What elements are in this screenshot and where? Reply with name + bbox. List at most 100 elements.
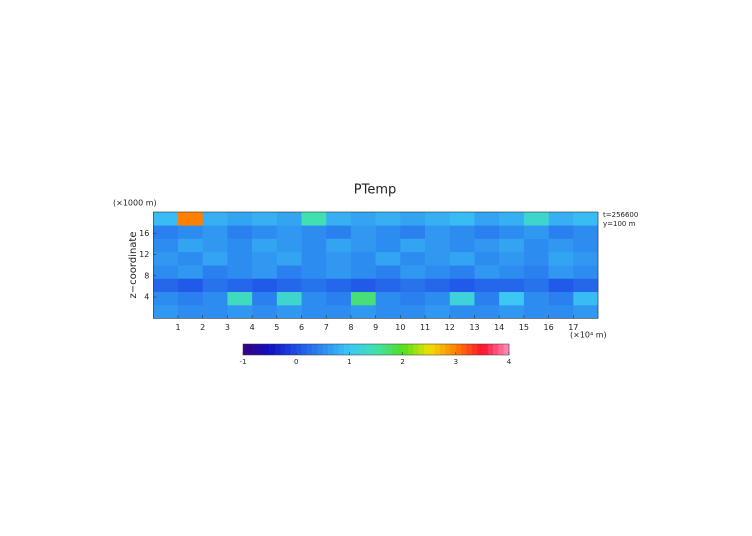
x-tick-label: 10 [395,323,405,332]
heat-cell [153,212,179,226]
colorbar-step [274,344,281,355]
colorbar-tick-label: 4 [507,358,512,366]
heat-cell [474,251,500,266]
heat-cell [178,212,204,226]
x-tick-label: 2 [200,323,205,332]
colorbar-step [306,344,313,355]
colorbar-step [328,344,334,355]
colorbar-tick-label: 0 [294,358,298,366]
heat-cell [227,251,253,266]
heat-cell [548,265,574,279]
heat-cell [400,212,426,226]
y-tick-label: 8 [144,271,149,280]
colorbar-step [269,344,276,355]
heat-cell [573,265,599,279]
colorbar-step [280,344,286,355]
heat-cell [573,238,599,253]
heat-cell [276,251,302,266]
colorbar-frame [242,343,510,356]
heat-cell [449,238,475,253]
colorbar-step [434,344,441,355]
colorbar-step [386,344,393,355]
colorbar-tick-label: 1 [347,358,351,366]
heat-cell [548,278,574,293]
heat-cell [227,212,253,226]
colorbar-step [413,344,419,355]
heat-cell [425,278,451,293]
colorbar-step [471,344,478,355]
heat-cell [499,278,525,293]
heat-cell [499,212,525,226]
heat-cell [276,238,302,253]
heat-cell [375,291,401,306]
heat-cell [153,225,179,239]
heat-cell [523,291,549,306]
heat-cell [227,305,253,319]
heat-cell [202,278,228,293]
colorbar-step [381,344,387,355]
colorbar-step [455,344,462,355]
heat-cell [252,291,278,306]
heat-cell [474,238,500,253]
heat-cell [276,265,302,279]
heat-cell [326,265,352,279]
heat-cell [425,305,451,319]
heat-cell [202,265,228,279]
heat-cell [375,305,401,319]
x-tick-label: 16 [543,323,553,332]
heat-cell [573,305,599,319]
heat-cell [400,278,426,293]
heat-cell [499,225,525,239]
colorbar-tick-label: 3 [454,358,458,366]
heat-cell [573,291,599,306]
heat-cell [202,305,228,319]
heat-cell [573,212,599,226]
colorbar-tick-label: -1 [240,358,247,366]
heat-cell [326,291,352,306]
heat-cell [449,278,475,293]
heat-cell [523,212,549,226]
heat-cell [178,251,204,266]
heat-cell [227,225,253,239]
heat-cell [350,305,376,319]
heat-cell [449,265,475,279]
heat-cell [474,291,500,306]
heat-cell [202,251,228,266]
heat-cell [400,291,426,306]
heat-cell [252,251,278,266]
heat-cell [425,225,451,239]
heat-cell [375,225,401,239]
heat-cell [202,212,228,226]
heat-cell [153,278,179,293]
colorbar-step [423,344,430,355]
heat-cell [227,291,253,306]
heat-cell [252,238,278,253]
heat-cell [548,225,574,239]
colorbar-step [264,344,270,355]
x-tick-label: 4 [250,323,255,332]
heat-cell [474,305,500,319]
colorbar-step [349,344,356,355]
heat-cell [326,238,352,253]
y-tick-label: 12 [139,250,149,259]
heat-cell [474,212,500,226]
heat-cell [326,212,352,226]
x-tick-label: 14 [494,323,504,332]
colorbar-step [301,344,308,355]
heat-cell [400,305,426,319]
heat-cell [301,225,327,239]
heat-cell [276,291,302,306]
x-tick-label: 12 [445,323,455,332]
y-tick-label: 16 [139,229,149,238]
colorbar-step [354,344,361,355]
heat-cell [350,265,376,279]
heat-cell [449,305,475,319]
heat-cell [276,278,302,293]
heat-cell [301,212,327,226]
heat-cell [178,225,204,239]
heat-cell [573,225,599,239]
heat-cell [350,238,376,253]
heat-cell [350,251,376,266]
heat-cell [227,265,253,279]
x-unit: (×10⁴ m) [570,331,607,340]
